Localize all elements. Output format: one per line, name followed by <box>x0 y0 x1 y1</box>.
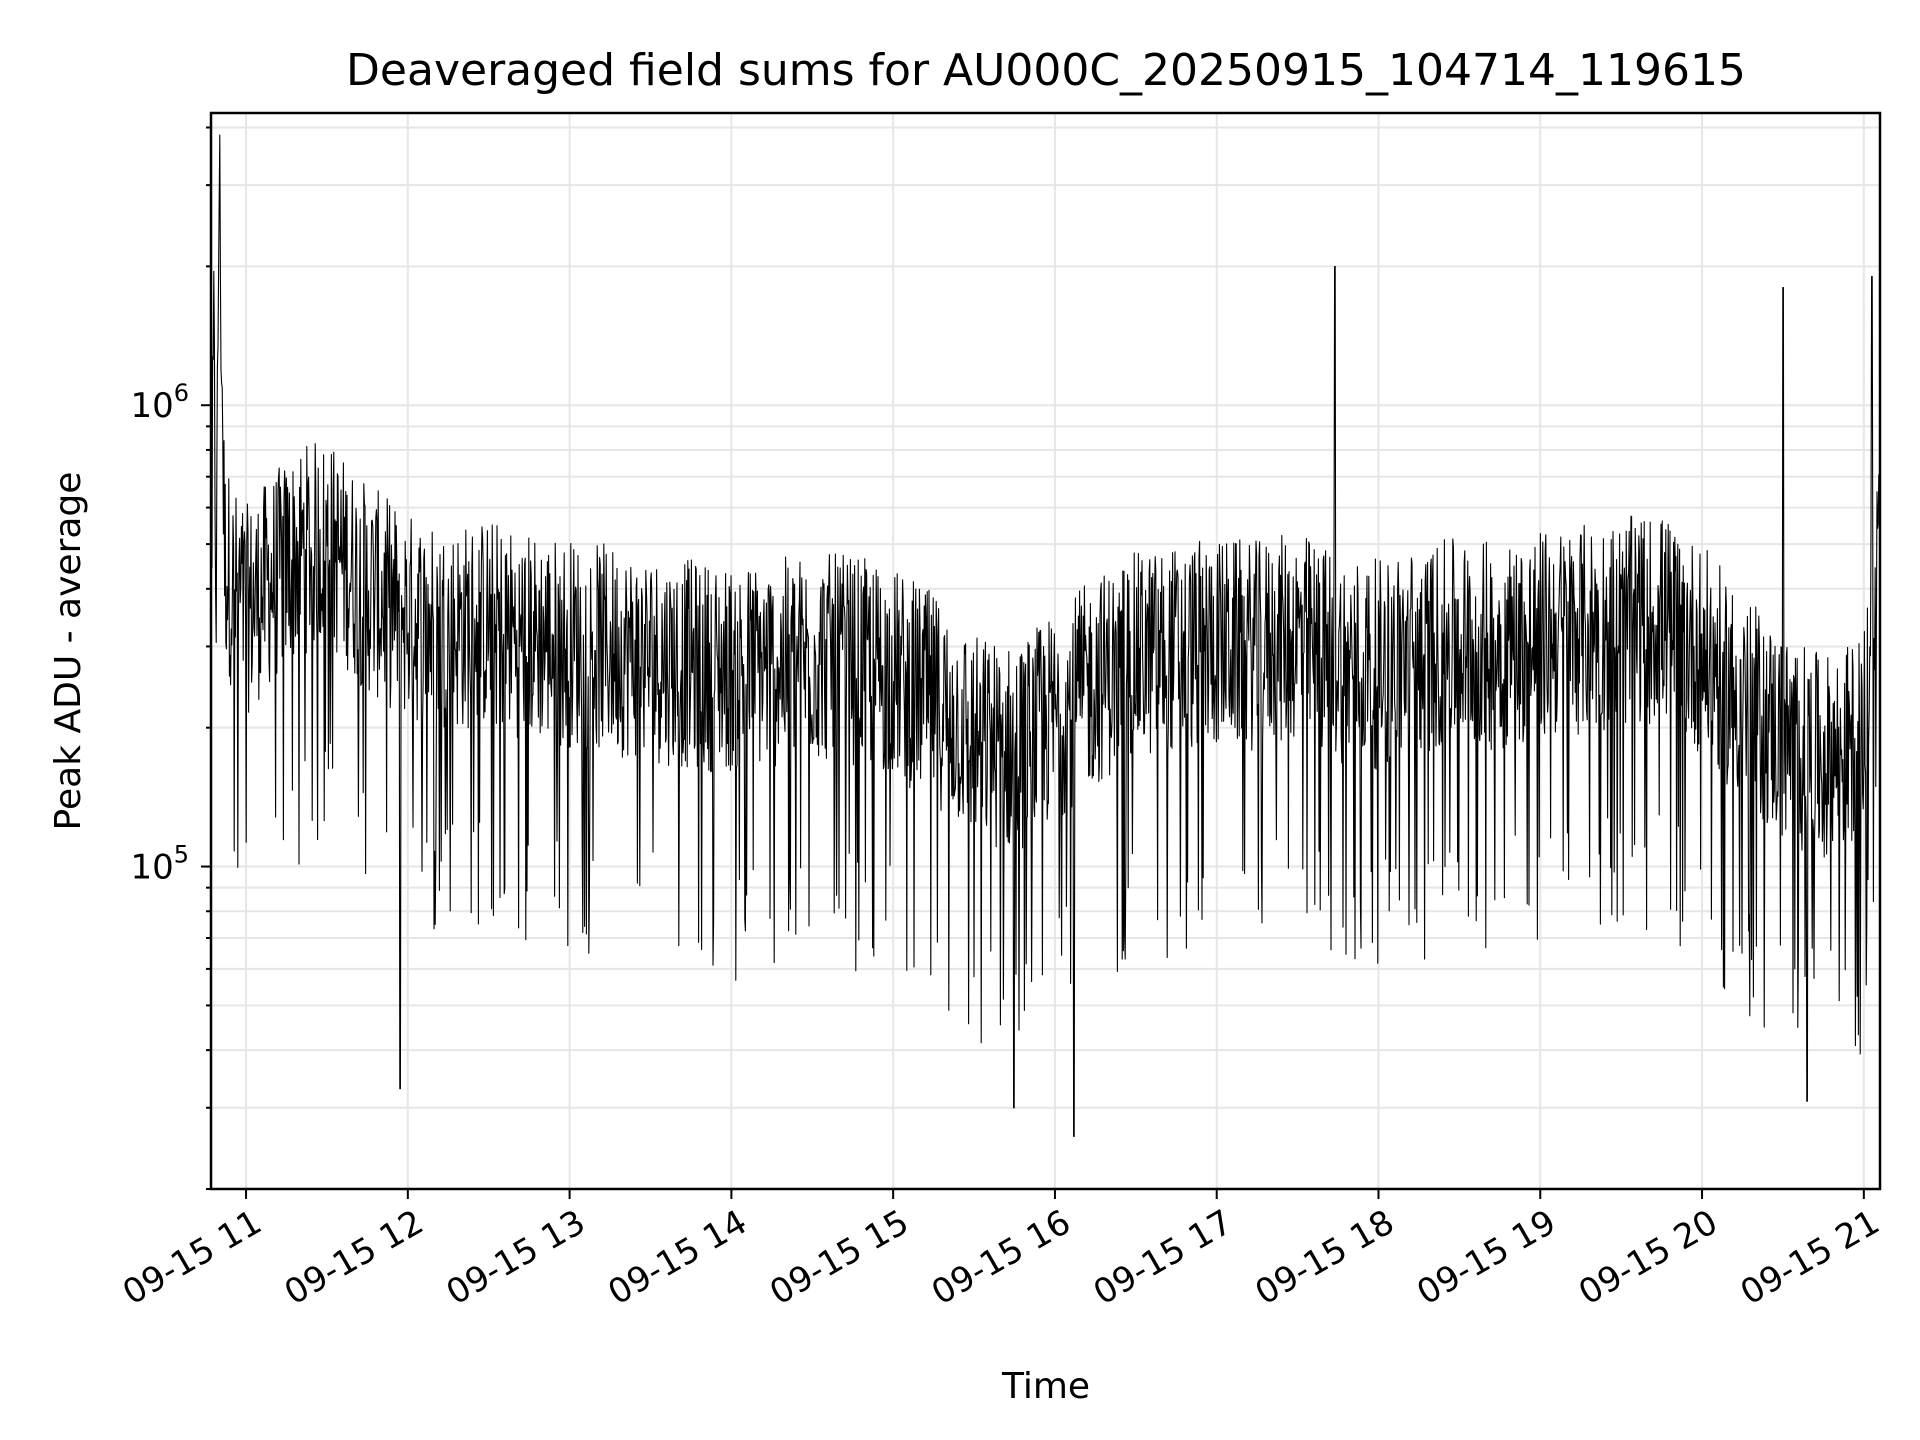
chart-title: Deaveraged field sums for AU000C_2025091… <box>346 45 1746 96</box>
x-tick-label: 09-15 20 <box>1572 1202 1724 1313</box>
x-tick-label: 09-15 18 <box>1249 1202 1401 1313</box>
series-layer <box>211 134 1880 1137</box>
x-tick-label: 09-15 19 <box>1410 1202 1562 1313</box>
x-tick-label: 09-15 11 <box>116 1202 268 1313</box>
y-tick-label: 106 <box>130 379 189 426</box>
x-tick-label: 09-15 16 <box>925 1202 1077 1313</box>
x-tick-label: 09-15 21 <box>1734 1202 1886 1313</box>
x-tick-label: 09-15 17 <box>1087 1202 1239 1313</box>
plot-frame <box>209 111 1882 1191</box>
x-tick-label: 09-15 15 <box>763 1202 915 1313</box>
y-tick-label: 105 <box>130 841 189 888</box>
series-line <box>211 134 1880 1137</box>
x-tick-label: 09-15 12 <box>278 1202 430 1313</box>
x-axis-label: Time <box>1001 1366 1090 1407</box>
y-axis-label: Peak ADU - average <box>48 472 89 831</box>
x-tick-label: 09-15 14 <box>601 1202 753 1313</box>
x-tick-label: 09-15 13 <box>440 1202 592 1313</box>
